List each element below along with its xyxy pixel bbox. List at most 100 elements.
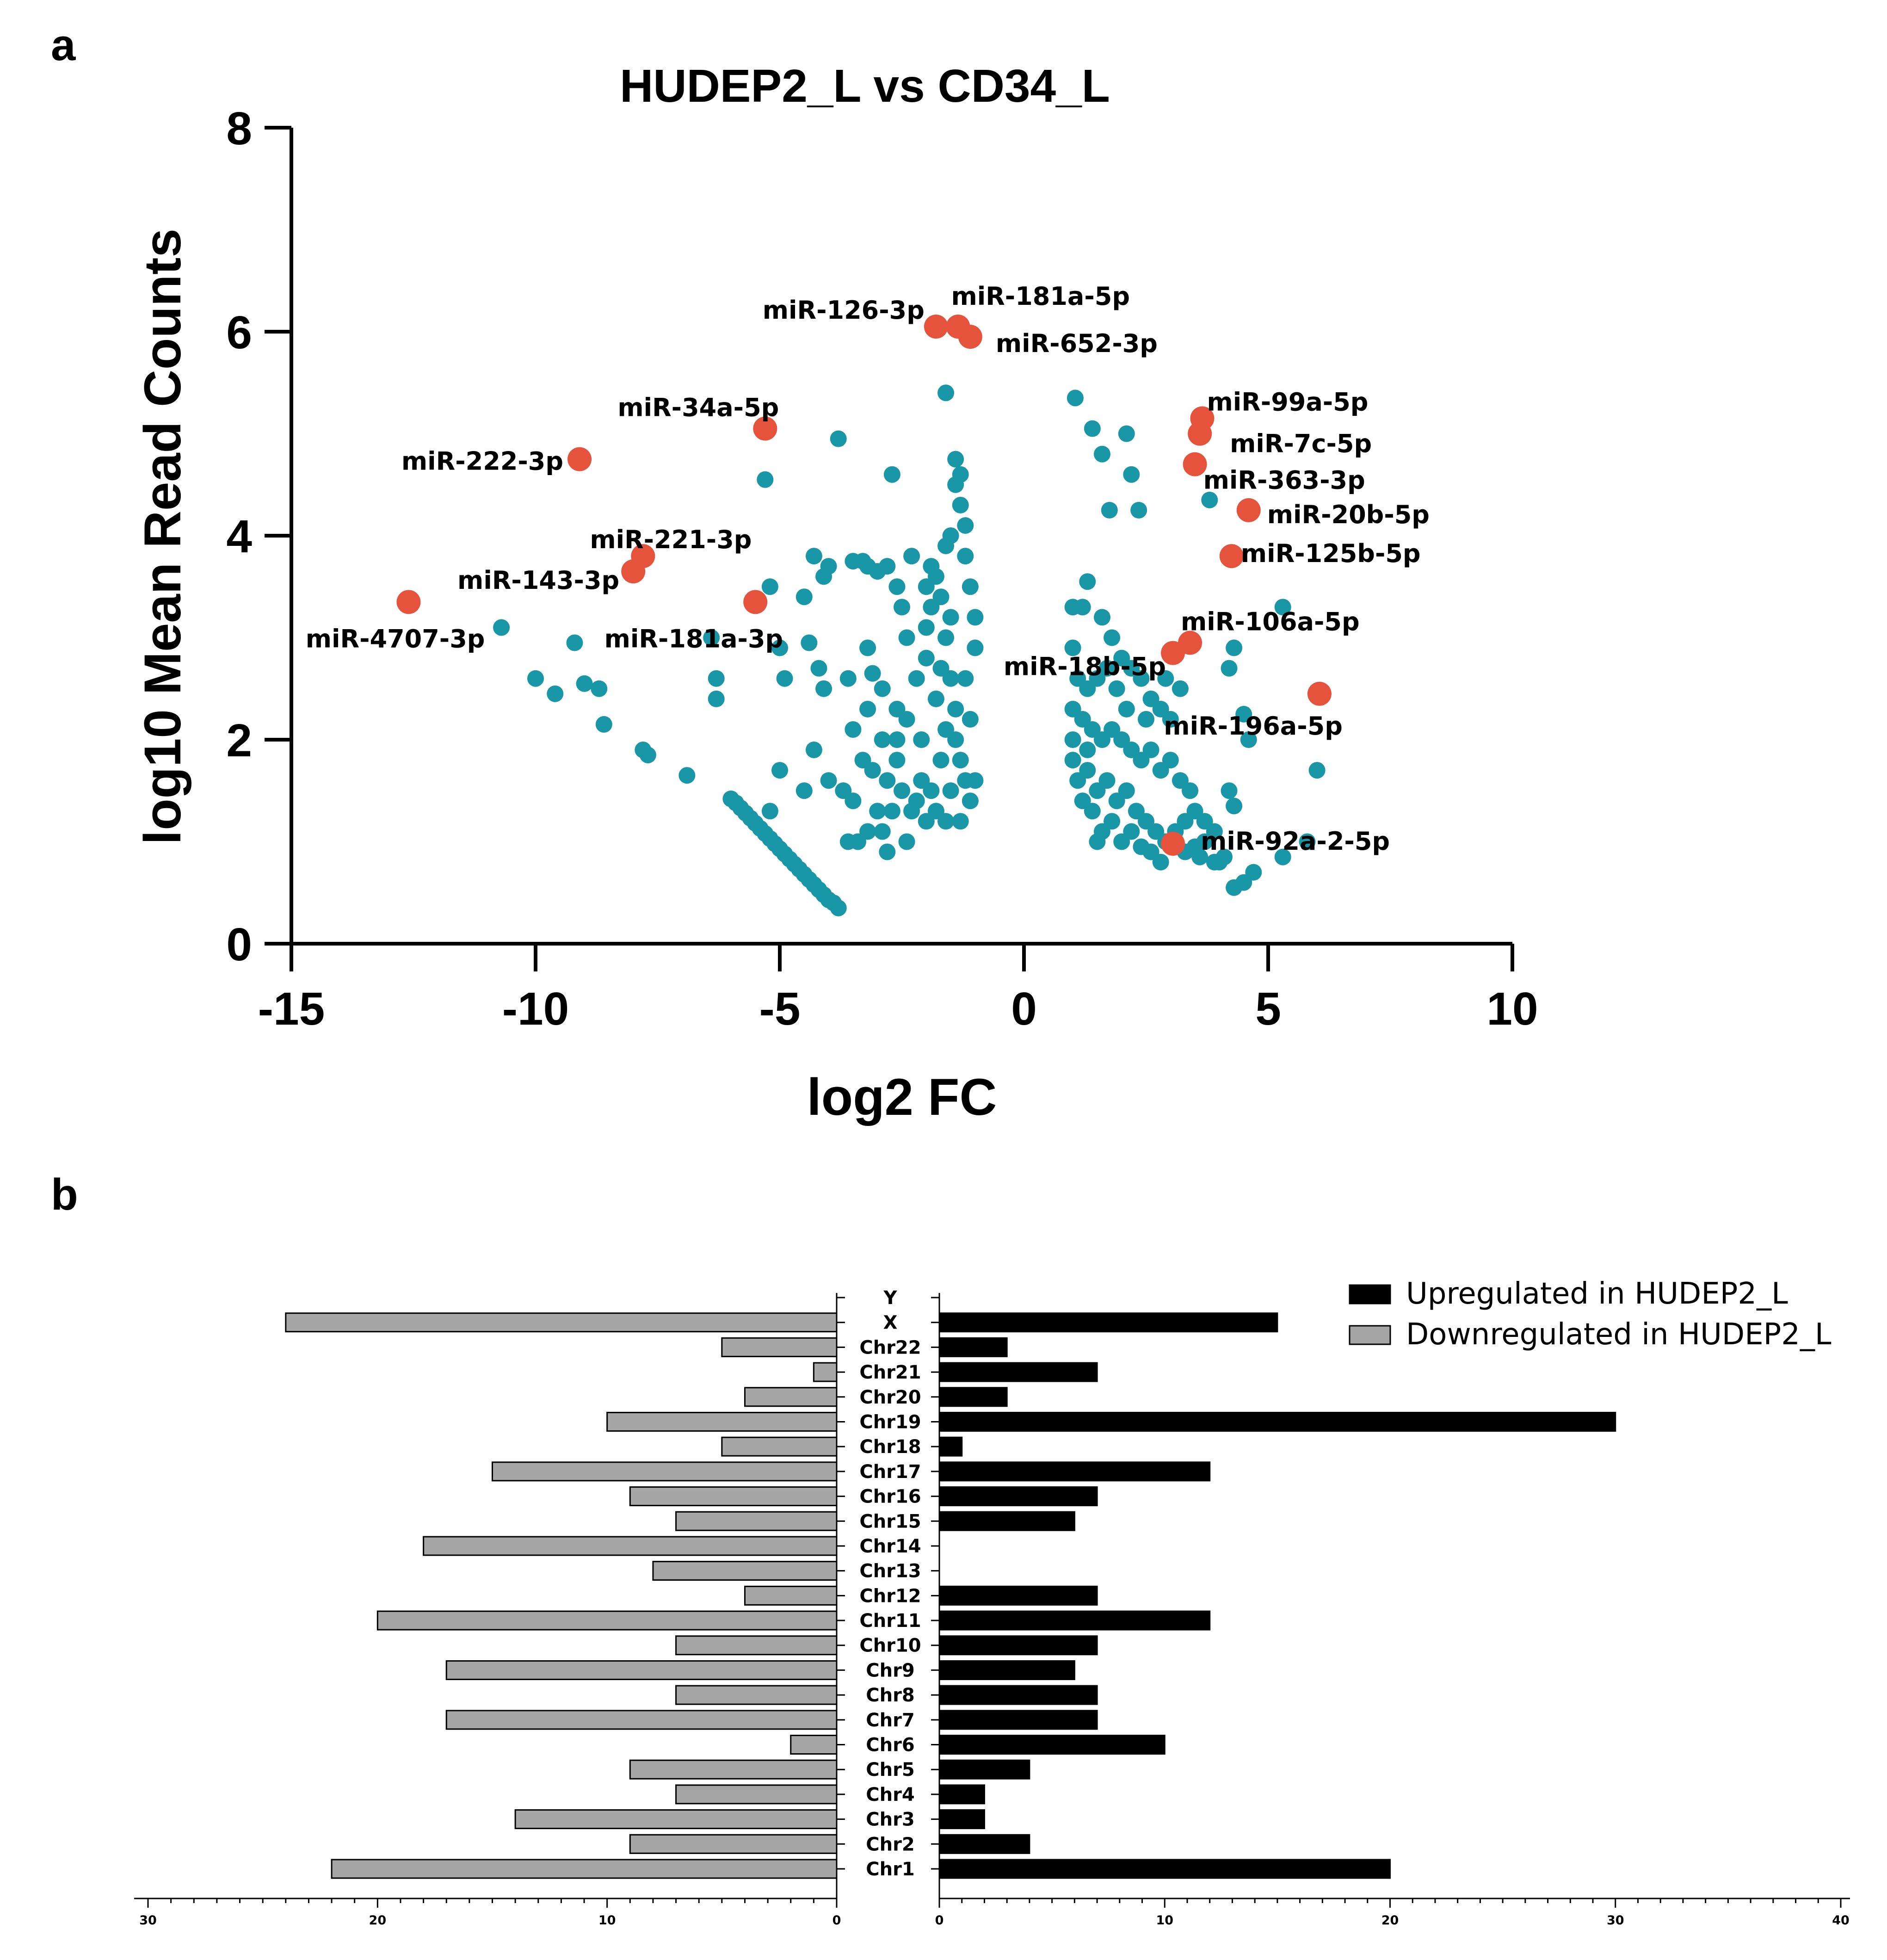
scatter-point — [576, 675, 593, 692]
scatter-point — [1201, 491, 1218, 508]
category-label: Chr6 — [866, 1735, 914, 1756]
scatter-point — [888, 700, 906, 717]
bar-down-chr17 — [492, 1461, 838, 1482]
scatter-x-tick-label: 10 — [1486, 983, 1538, 1035]
bar-up-chr2 — [938, 1834, 1030, 1854]
scatter-axes — [290, 128, 1512, 946]
bar-down-chr8 — [675, 1685, 838, 1705]
scatter-point — [810, 660, 827, 677]
highlighted-point-label: miR-20b-5p — [1267, 500, 1430, 529]
bar-category-ticks — [837, 1297, 939, 1870]
scatter-point — [1123, 466, 1140, 483]
scatter-point — [908, 792, 925, 810]
category-label: Chr5 — [866, 1759, 914, 1781]
scatter-point — [1162, 711, 1179, 728]
bar-up-chr7 — [938, 1710, 1098, 1730]
bar-down-chr13 — [652, 1561, 838, 1581]
legend-up-swatch — [1349, 1284, 1391, 1305]
scatter-point — [1084, 420, 1101, 437]
scatter-point — [1157, 670, 1174, 687]
category-label: Chr4 — [866, 1784, 914, 1805]
highlighted-point-label: miR-18b-5p — [1004, 652, 1166, 681]
highlighted-point — [1161, 831, 1185, 856]
bar-right-tick-label: 30 — [1607, 1913, 1624, 1928]
scatter-point — [864, 762, 881, 779]
scatter-point — [1093, 609, 1110, 626]
scatter-point — [937, 538, 955, 555]
scatter-point — [1118, 700, 1135, 717]
scatter-point — [952, 496, 969, 513]
scatter-point — [1221, 782, 1238, 799]
scatter-point — [937, 384, 955, 402]
scatter-point — [1142, 742, 1159, 759]
scatter-point — [771, 639, 788, 656]
scatter-point — [1196, 833, 1213, 850]
highlighted-point-label: miR-143-3p — [457, 566, 619, 595]
scatter-y-tick-label: 4 — [226, 511, 252, 563]
highlighted-point-label: miR-125b-5p — [1241, 539, 1421, 568]
scatter-point — [927, 568, 944, 585]
bar-down-x — [285, 1312, 838, 1333]
scatter-point — [967, 639, 984, 656]
scatter-point — [1084, 803, 1101, 820]
highlighted-point-label: miR-4707-3p — [306, 624, 485, 653]
category-label: Chr13 — [859, 1561, 921, 1582]
scatter-point — [761, 803, 778, 820]
scatter-point — [874, 680, 891, 697]
scatter-point — [879, 558, 896, 575]
category-label: Chr15 — [859, 1511, 921, 1532]
scatter-x-tick-label: -5 — [759, 983, 801, 1035]
scatter-point — [815, 680, 832, 697]
bar-left-tick-label: 0 — [832, 1913, 841, 1928]
scatter-point — [805, 548, 822, 565]
category-label: Chr18 — [859, 1436, 921, 1458]
highlighted-point — [567, 447, 592, 471]
scatter-point — [947, 700, 964, 717]
scatter-point — [903, 548, 920, 565]
bar-down-chr6 — [790, 1735, 838, 1755]
scatter-point — [888, 578, 906, 595]
highlighted-point-label: miR-181a-3p — [604, 624, 783, 653]
scatter-point — [932, 752, 950, 769]
highlighted-point-label: miR-363-3p — [1203, 466, 1365, 495]
scatter-point — [1226, 798, 1243, 815]
bar-up-series — [938, 1312, 1616, 1879]
scatter-title: HUDEP2_L vs CD34_L — [620, 60, 1110, 112]
scatter-point — [859, 700, 876, 717]
scatter-point — [962, 792, 979, 810]
scatter-point — [1211, 853, 1228, 871]
scatter-point — [864, 665, 881, 682]
scatter-point-labels: miR-126-3p miR-181a-5p miR-652-3p miR-34a-5… — [306, 282, 1430, 856]
scatter-point — [888, 752, 906, 769]
scatter-x-ticks: -15 -10 -5 0 5 10 — [258, 944, 1538, 1035]
bar-up-chr4 — [938, 1784, 985, 1805]
scatter-point — [839, 833, 857, 850]
scatter-point — [1101, 501, 1118, 519]
scatter-point — [898, 629, 915, 646]
bar-up-chr9 — [938, 1660, 1075, 1680]
scatter-point — [883, 466, 900, 483]
highlighted-point-label: miR-181a-5p — [951, 282, 1130, 311]
category-label: Chr21 — [859, 1362, 921, 1383]
scatter-point — [1133, 670, 1150, 687]
bar-down-chr15 — [675, 1511, 838, 1531]
bar-down-chr16 — [629, 1486, 838, 1507]
scatter-point — [1104, 629, 1121, 646]
bar-up-chr15 — [938, 1511, 1075, 1531]
bar-down-chr14 — [423, 1536, 838, 1556]
scatter-point — [952, 813, 969, 830]
bar-left-tick-label: 20 — [369, 1913, 387, 1928]
scatter-point — [908, 670, 925, 687]
highlighted-point — [396, 590, 421, 614]
scatter-point — [708, 690, 725, 707]
scatter-point — [1299, 833, 1316, 850]
highlighted-point-label: miR-106a-5p — [1181, 607, 1360, 637]
scatter-point — [805, 742, 822, 759]
category-label: Chr12 — [859, 1585, 921, 1607]
scatter-point — [1089, 833, 1106, 850]
scatter-point — [957, 670, 974, 687]
scatter-point — [1118, 425, 1135, 442]
highlighted-point — [1183, 452, 1207, 476]
scatter-point — [1191, 848, 1209, 866]
bar-down-chr10 — [675, 1635, 838, 1656]
